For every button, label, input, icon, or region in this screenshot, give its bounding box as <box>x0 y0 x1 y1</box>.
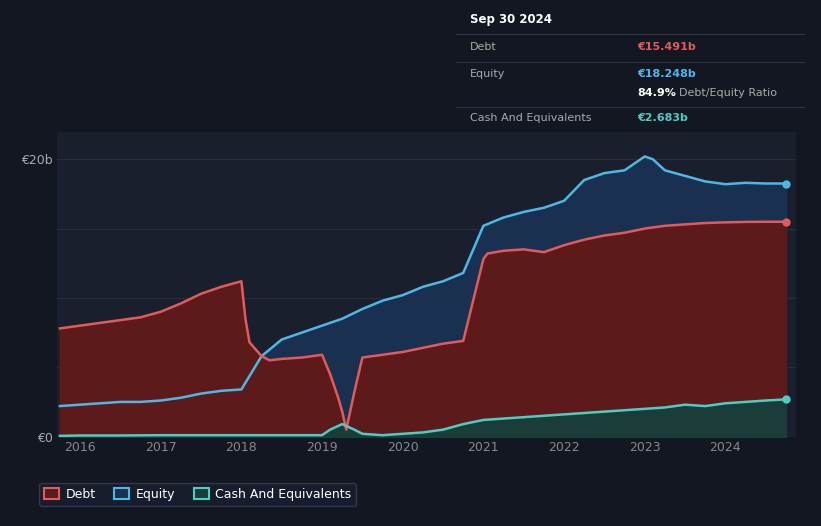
Text: 84.9%: 84.9% <box>637 88 676 98</box>
Text: €18.248b: €18.248b <box>637 69 696 79</box>
Text: Equity: Equity <box>470 69 505 79</box>
Text: Debt/Equity Ratio: Debt/Equity Ratio <box>679 88 777 98</box>
Text: €15.491b: €15.491b <box>637 42 696 52</box>
Text: Cash And Equivalents: Cash And Equivalents <box>470 113 591 123</box>
Text: Debt: Debt <box>470 42 497 52</box>
Text: €2.683b: €2.683b <box>637 113 688 123</box>
Legend: Debt, Equity, Cash And Equivalents: Debt, Equity, Cash And Equivalents <box>39 483 356 506</box>
Text: Sep 30 2024: Sep 30 2024 <box>470 13 552 26</box>
